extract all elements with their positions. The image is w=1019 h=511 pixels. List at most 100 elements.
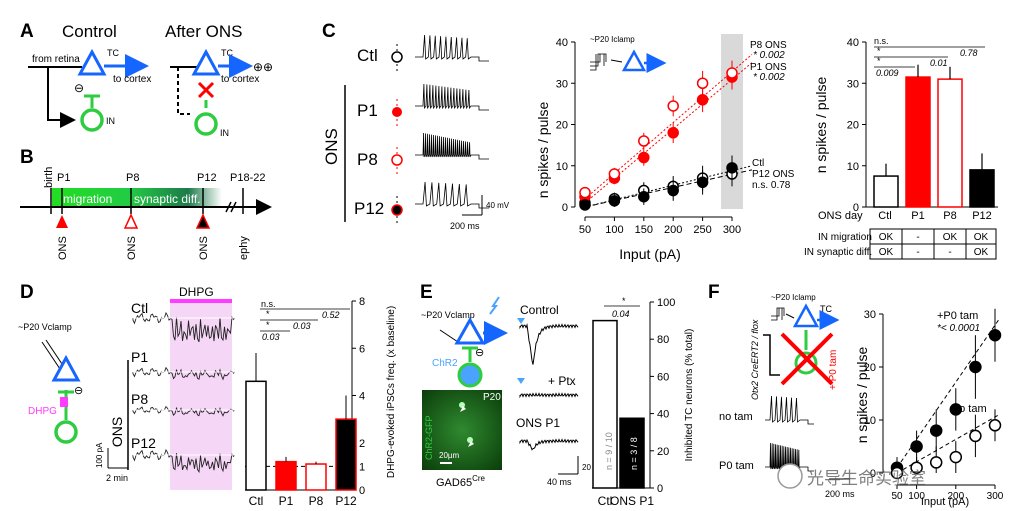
d-ytick-label: 1	[359, 461, 365, 473]
p12-marker	[391, 204, 403, 216]
c-point-p1-ons	[638, 151, 650, 164]
f-ytick-label: 0	[870, 468, 876, 480]
p12-label: P12	[197, 172, 217, 184]
ephy-label: ephy	[238, 236, 250, 260]
light-flash-icon	[489, 296, 500, 315]
c-iclamp-label: ~P20 Iclamp	[590, 35, 635, 44]
legend-p12-p: n.s. 0.78	[752, 180, 791, 191]
spike-trace	[415, 83, 489, 111]
d-bar-p12	[335, 418, 357, 491]
d-sig-052: 0.52	[322, 310, 340, 320]
d-sig-003a: 0.03	[293, 321, 311, 331]
f-cre-label: Otx2 CreERT2 / flox	[750, 319, 760, 400]
c-line-xlabel: Input (pA)	[619, 246, 680, 262]
c-line-chart: 0 10 20 30 40 50 100 150 200 250 300	[556, 34, 753, 236]
e-bar-ctl	[592, 319, 618, 489]
e-n-ctl: n = 9 / 10	[604, 432, 614, 470]
d-ytick-label: 6	[359, 343, 365, 355]
f-point-no-tam	[929, 456, 943, 469]
e-electrode	[439, 329, 459, 343]
e-xtick-label: Ctl	[598, 494, 613, 508]
development-gradient-bar	[52, 188, 222, 208]
f-xtick-label: 200	[947, 491, 964, 502]
panel-e-label: E	[420, 282, 433, 303]
d-dhpg-patch	[60, 397, 68, 407]
panel-f-label: F	[708, 282, 720, 303]
table-cell: -	[948, 247, 951, 258]
table-cell: -	[916, 247, 919, 258]
f-ylabel: n spikes / pulse	[854, 347, 870, 444]
f-point-no-tam	[890, 466, 904, 480]
c-line-xtick-label: 250	[693, 224, 711, 236]
d-bar-p1	[275, 460, 297, 491]
c-bar-ctl	[873, 175, 899, 208]
e-current-traces	[519, 323, 579, 451]
d-current-trace	[132, 311, 236, 343]
c-sig-001: 0.01	[930, 58, 948, 68]
in-label-control: IN	[106, 116, 115, 126]
tc-neuron-control	[77, 48, 107, 76]
c-line-xtick-label: 300	[723, 224, 741, 236]
birth-label: birth	[43, 167, 55, 188]
c-sig-ns: n.s.	[874, 36, 889, 46]
f-ytick-label: 10	[864, 415, 876, 427]
d-electrode-1	[41, 341, 63, 373]
table-cell: OK	[879, 247, 894, 258]
retina-to-in-dashed	[177, 67, 190, 115]
migration-label: migration	[63, 192, 112, 206]
ons-marker-p12	[195, 213, 211, 229]
c-line-xtick-label: 50	[579, 224, 591, 236]
e-ytick-label: 60	[657, 371, 669, 383]
d-bar-p8	[305, 463, 327, 491]
e-arrowhead-2	[468, 441, 474, 447]
table-cell: OK	[943, 232, 958, 243]
scale-mv-label: 40 mV	[486, 201, 510, 210]
e-sig-004: 0.04	[612, 309, 630, 319]
c-point-p12-ons	[638, 190, 650, 203]
control-title: Control	[62, 22, 117, 41]
e-current-trace	[519, 323, 579, 365]
legend-p8-p: * 0.002	[753, 50, 785, 61]
e-light-marker-2	[517, 378, 525, 384]
ons-marker-p8	[123, 213, 139, 229]
panel-d: D ~P20 Vclamp ⊖ DHPG ONS Ctl P1 P8 P12 D…	[18, 282, 397, 508]
f-xlabel: Input (pA)	[921, 496, 969, 508]
f-point-no-tam	[969, 429, 982, 443]
table-header-p8: P8	[943, 210, 956, 222]
p1-label: P1	[57, 172, 70, 184]
f-point-no-tam	[949, 450, 963, 464]
c-bar-p1	[905, 76, 931, 208]
e-in-neuron-chr2	[457, 362, 483, 388]
c-electrode	[610, 59, 623, 63]
e-trace-ptx-label: + Ptx	[548, 374, 576, 388]
d-current-trace	[132, 366, 236, 381]
panel-c-label: C	[322, 21, 336, 42]
c-line-ytick-label: 30	[556, 78, 568, 90]
f-spike-traces	[765, 395, 814, 472]
d-bar-ctl	[245, 380, 267, 491]
c-line-ytick-label: 40	[556, 37, 568, 49]
e-inhibition-sign: ⊖	[475, 347, 484, 359]
e-current-trace	[519, 392, 579, 399]
p18-label: P18-22	[230, 172, 265, 184]
f-legend-no-tam: no tam	[953, 403, 987, 415]
d-vclamp-label: ~P20 Vclamp	[18, 322, 72, 332]
in-neuron-after	[194, 112, 218, 136]
iclamp-steps-icon	[590, 53, 607, 71]
spike-traces	[415, 34, 489, 209]
table-cell: OK	[879, 232, 894, 243]
c-line-ytick-label: 10	[556, 161, 568, 173]
ons-label-p8: ONS	[126, 236, 138, 260]
f-tc-label: TC	[820, 304, 832, 314]
e-chr2gfp-label: ChR2-GFP	[424, 415, 434, 460]
panel-b: B birth P1 P8 P12 P18-22 migration synap…	[20, 147, 272, 260]
to-cortex-control: to cortex	[113, 74, 151, 85]
after-ons-title: After ONS	[165, 22, 242, 41]
spike-trace	[415, 34, 489, 62]
table-cell: OK	[974, 232, 989, 243]
row-label-p8: P8	[357, 150, 378, 169]
table-header-p1: P1	[911, 210, 924, 222]
c-bar-ytick-label: 20	[847, 120, 859, 132]
f-retina-line	[763, 334, 780, 376]
e-sig-star: *	[622, 296, 626, 306]
